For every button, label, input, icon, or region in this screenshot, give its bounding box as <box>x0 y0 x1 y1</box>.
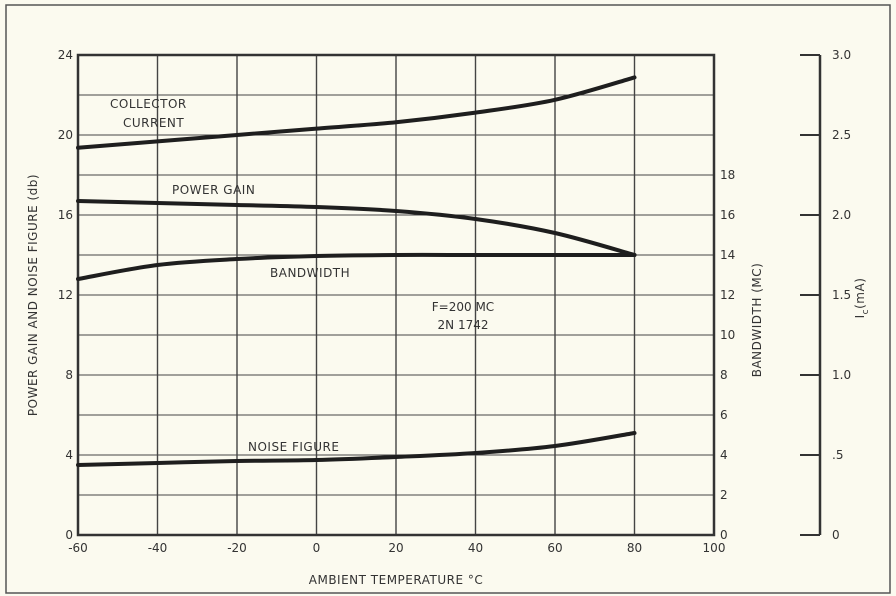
series-line-noise-figure <box>76 431 637 467</box>
left-tick-label: 4 <box>65 448 73 462</box>
bandwidth-tick-label: 2 <box>720 488 728 502</box>
bandwidth-tick-label: 8 <box>720 368 728 382</box>
x-tick-label: -60 <box>68 541 88 555</box>
series-line-bandwidth <box>76 252 637 281</box>
x-tick-label: 80 <box>627 541 642 555</box>
left-tick-label: 16 <box>58 208 73 222</box>
x-tick-label: 60 <box>547 541 562 555</box>
ic-tick-label: .5 <box>832 448 843 462</box>
annotation-frequency: F=200 MC <box>432 300 494 314</box>
left-axis-ticks: 0 4 8 12 16 20 24 <box>58 48 73 542</box>
ic-tick-label: 2.0 <box>832 208 851 222</box>
bandwidth-tick-label: 14 <box>720 248 735 262</box>
series-line-collector-current <box>76 75 637 150</box>
bandwidth-tick-label: 0 <box>720 528 728 542</box>
ic-axis-title: Ic(mA) <box>853 278 871 319</box>
ic-axis: 0 .5 1.0 1.5 2.0 2.5 3.0 <box>800 48 851 542</box>
bandwidth-tick-label: 6 <box>720 408 728 422</box>
ic-tick-label: 2.5 <box>832 128 851 142</box>
bandwidth-tick-label: 10 <box>720 328 735 342</box>
series-line-power-gain <box>76 199 637 257</box>
left-tick-label: 20 <box>58 128 73 142</box>
left-tick-label: 24 <box>58 48 73 62</box>
curve-label-power-gain: POWER GAIN <box>172 183 255 197</box>
outer-frame <box>5 4 891 594</box>
x-tick-label: 0 <box>313 541 321 555</box>
curve-label-bandwidth: BANDWIDTH <box>270 266 350 280</box>
curve-label-collector-current: COLLECTOR <box>110 97 187 111</box>
x-tick-label: -40 <box>148 541 168 555</box>
bandwidth-tick-label: 4 <box>720 448 728 462</box>
x-axis-title: AMBIENT TEMPERATURE °C <box>309 573 483 587</box>
curve-label-noise-figure: NOISE FIGURE <box>248 440 339 454</box>
ic-tick-label: 0 <box>832 528 840 542</box>
bandwidth-tick-label: 18 <box>720 168 735 182</box>
bandwidth-axis-ticks: 0 2 4 6 8 10 12 14 16 18 <box>720 168 735 542</box>
bandwidth-tick-label: 12 <box>720 288 735 302</box>
left-tick-label: 0 <box>65 528 73 542</box>
x-axis-ticks: -60 -40 -20 0 20 40 60 80 100 <box>68 541 725 555</box>
curves <box>76 75 637 467</box>
ic-tick-label: 3.0 <box>832 48 851 62</box>
annotation-device: 2N 1742 <box>438 318 489 332</box>
ic-tick-label: 1.0 <box>832 368 851 382</box>
x-tick-label: 20 <box>388 541 403 555</box>
curve-label-collector-current: CURRENT <box>123 116 184 130</box>
bandwidth-tick-label: 16 <box>720 208 735 222</box>
x-tick-label: -20 <box>227 541 247 555</box>
plot-border <box>76 53 716 537</box>
ic-tick-label: 1.5 <box>832 288 851 302</box>
curve-labels: COLLECTOR CURRENT POWER GAIN BANDWIDTH NOISE… <box>110 97 350 454</box>
x-tick-label: 100 <box>703 541 726 555</box>
x-tick-label: 40 <box>468 541 483 555</box>
left-tick-label: 8 <box>65 368 73 382</box>
left-axis-title: POWER GAIN AND NOISE FIGURE (db) <box>26 174 40 416</box>
left-tick-label: 12 <box>58 288 73 302</box>
bandwidth-axis-title: BANDWIDTH (MC) <box>750 263 764 378</box>
